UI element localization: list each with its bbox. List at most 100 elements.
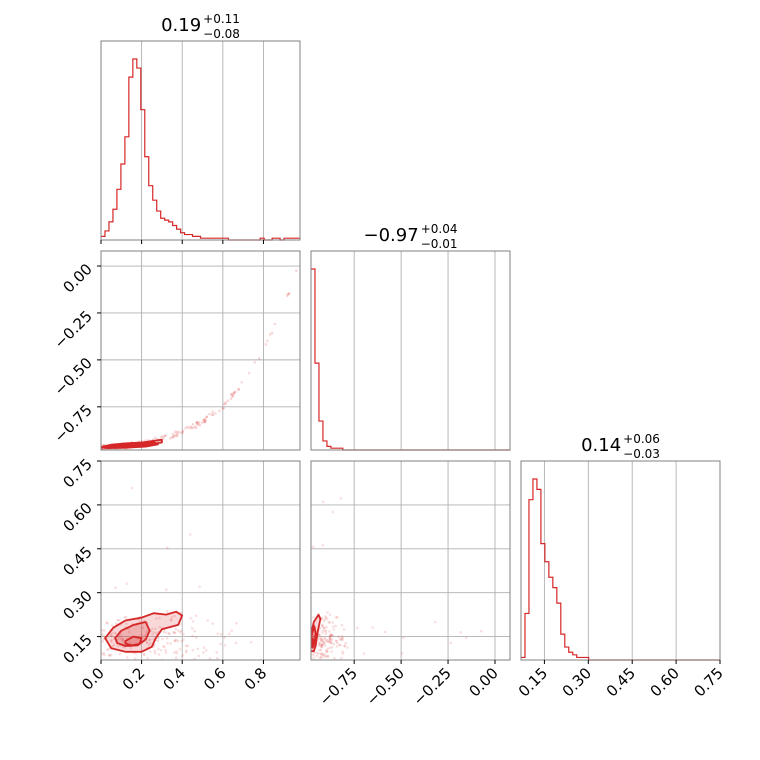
scatter-point — [165, 662, 168, 665]
histogram-panel-2: 0.14 +0.06−0.03 — [520, 432, 721, 661]
title-minus-error: −0.03 — [623, 447, 660, 461]
joint-background — [101, 251, 300, 450]
scatter-point — [175, 432, 178, 436]
scatter-point — [268, 332, 272, 336]
scatter-point — [184, 426, 187, 430]
scatter-point — [121, 639, 125, 643]
scatter-point — [320, 638, 323, 642]
scatter-point — [176, 639, 180, 643]
x-tick-label: 0.8 — [241, 664, 271, 694]
scatter-point — [156, 639, 160, 642]
scatter-point — [329, 633, 333, 637]
scatter-point — [331, 633, 335, 637]
scatter-point — [322, 642, 326, 645]
scatter-point — [319, 637, 323, 641]
scatter-point — [286, 292, 290, 296]
scatter-point — [323, 626, 326, 630]
scatter-point — [109, 653, 113, 657]
scatter-point — [270, 331, 274, 335]
scatter-point — [334, 624, 337, 628]
scatter-point — [402, 636, 405, 640]
scatter-point — [186, 644, 189, 648]
scatter-point — [323, 618, 327, 621]
scatter-point — [332, 663, 335, 666]
scatter-point — [346, 646, 349, 649]
scatter-point — [319, 648, 323, 652]
scatter-point — [164, 648, 167, 652]
scatter-point — [329, 633, 333, 637]
title-plus-error: +0.11 — [203, 12, 240, 26]
scatter-point — [158, 616, 161, 620]
scatter-point — [229, 392, 233, 396]
scatter-point — [328, 638, 332, 641]
scatter-point — [329, 633, 333, 636]
scatter-point — [121, 637, 124, 641]
scatter-point — [181, 430, 185, 434]
scatter-point — [205, 415, 209, 419]
scatter-point — [333, 656, 336, 660]
scatter-point — [105, 621, 109, 624]
scatter-point — [140, 439, 144, 443]
scatter-point — [196, 423, 199, 426]
scatter-point — [166, 641, 169, 645]
scatter-point — [325, 661, 328, 664]
scatter-point — [174, 430, 177, 434]
scatter-point — [143, 633, 147, 637]
scatter-point — [172, 631, 176, 635]
scatter-point — [325, 640, 329, 643]
scatter-point — [328, 637, 332, 640]
scatter-point — [232, 392, 236, 396]
scatter-point — [176, 430, 179, 433]
scatter-point — [330, 634, 334, 637]
scatter-point — [210, 413, 214, 416]
scatter-point — [151, 632, 154, 636]
scatter-point — [161, 637, 164, 641]
scatter-point — [197, 422, 200, 426]
scatter-point — [286, 294, 289, 298]
scatter-point — [264, 343, 268, 346]
joint-plot-area — [101, 458, 253, 666]
scatter-point — [189, 425, 193, 428]
scatter-point — [195, 636, 198, 639]
title-minus-error: −0.01 — [421, 237, 458, 251]
scatter-point — [273, 322, 277, 326]
scatter-point — [111, 645, 114, 648]
scatter-point — [328, 613, 332, 616]
scatter-point — [176, 433, 179, 437]
scatter-point — [202, 651, 205, 654]
scatter-point — [317, 642, 321, 645]
histogram-background — [311, 251, 510, 450]
scatter-point — [202, 646, 206, 650]
scatter-point — [237, 388, 241, 391]
scatter-point — [169, 642, 172, 645]
scatter-point — [231, 395, 234, 398]
scatter-point — [137, 458, 140, 461]
scatter-point — [150, 627, 154, 630]
axes-frame — [310, 250, 511, 451]
scatter-point — [167, 631, 171, 635]
scatter-point — [175, 651, 179, 655]
histogram-title: −0.97 +0.04−0.01 — [364, 222, 458, 251]
scatter-point — [334, 639, 338, 643]
scatter-point — [331, 510, 335, 514]
scatter-point — [362, 652, 366, 655]
scatter-point — [339, 637, 343, 640]
scatter-point — [169, 618, 173, 622]
scatter-point — [340, 623, 344, 627]
histogram-panel-0: 0.19 +0.11−0.08 — [100, 12, 301, 244]
scatter-point — [154, 631, 158, 635]
scatter-point — [191, 422, 195, 426]
scatter-point — [329, 640, 332, 644]
scatter-point — [107, 653, 111, 657]
scatter-point — [114, 586, 117, 589]
scatter-point — [110, 640, 113, 643]
scatter-point — [355, 626, 359, 630]
scatter-point — [174, 627, 178, 631]
scatter-point — [312, 634, 315, 637]
scatter-point — [336, 641, 339, 645]
scatter-point — [128, 663, 131, 666]
scatter-point — [226, 399, 230, 403]
scatter-point — [223, 636, 227, 639]
scatter-point — [311, 653, 315, 657]
scatter-point — [321, 653, 325, 656]
